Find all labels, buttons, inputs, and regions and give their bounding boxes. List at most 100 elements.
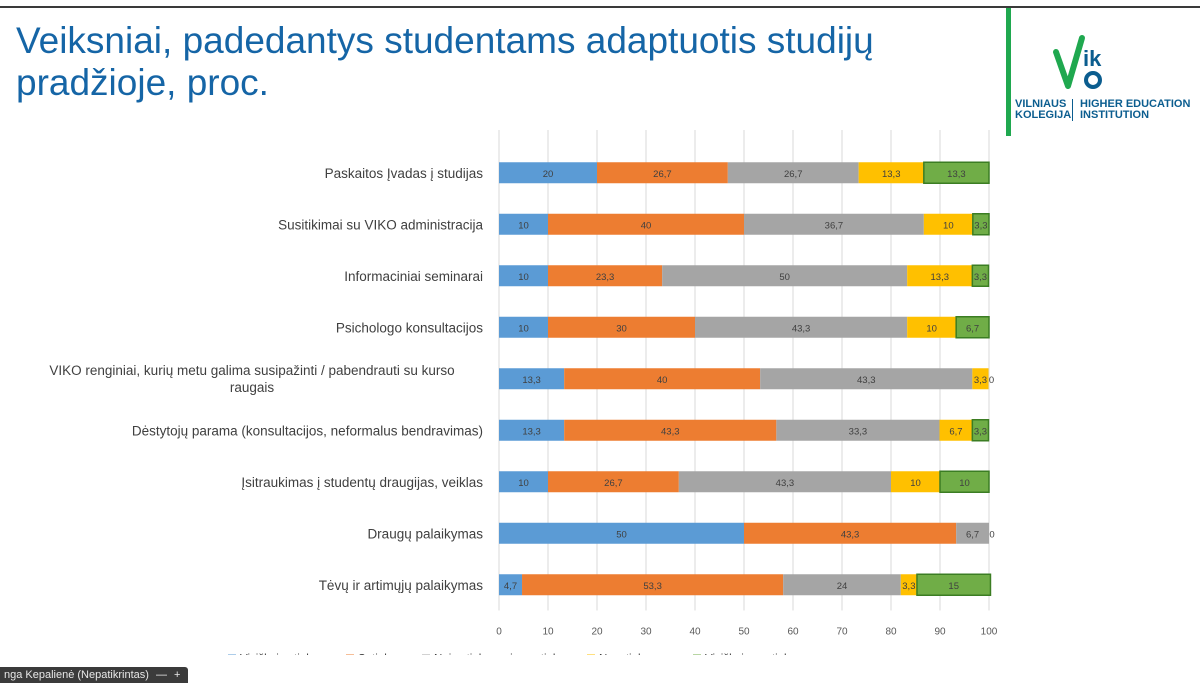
legend-label: Visiškai nesutinku <box>705 654 796 656</box>
data-label: 30 <box>616 323 627 334</box>
x-tick-label: 40 <box>689 627 701 638</box>
data-label: 3,3 <box>974 375 987 386</box>
logo-text-higher-education: HIGHER EDUCATION <box>1080 98 1191 110</box>
legend-swatch <box>587 654 595 655</box>
category-label: Paskaitos Įvadas į studijas <box>325 166 484 181</box>
data-label: 13,3 <box>947 169 966 180</box>
data-label: 10 <box>910 478 921 489</box>
data-label: 10 <box>518 220 529 231</box>
data-label: 13,3 <box>882 169 901 180</box>
bar-segment <box>744 522 957 544</box>
bar-segment <box>727 162 859 184</box>
bar-segment <box>499 574 523 596</box>
data-label: 36,7 <box>825 220 844 231</box>
category-label: Psichologo konsultacijos <box>336 320 483 335</box>
data-label: 0 <box>989 375 994 386</box>
x-tick-label: 10 <box>542 627 554 638</box>
bar-segment <box>564 419 777 441</box>
bar-segment <box>548 316 695 338</box>
bar-segment <box>564 368 761 390</box>
legend-label: Sutinku <box>358 654 396 656</box>
data-label: 3,3 <box>974 220 987 231</box>
category-label: VIKO renginiai, kurių metu galima susipa… <box>49 363 454 395</box>
category-label: Susitikimai su VIKO administracija <box>278 217 483 232</box>
data-label: 10 <box>926 323 937 334</box>
logo-text-vilniaus: VILNIAUS <box>1015 98 1067 110</box>
bar-segment <box>678 471 891 493</box>
bar-segment <box>971 264 990 287</box>
data-label: 6,7 <box>949 426 962 437</box>
x-tick-label: 0 <box>496 627 502 638</box>
category-label: Įsitraukimas į studentų draugijas, veikl… <box>241 475 483 490</box>
bar-segment <box>548 213 744 235</box>
data-label: 10 <box>518 272 529 283</box>
data-label: 40 <box>641 220 652 231</box>
bar-segment <box>939 419 973 441</box>
bar-segment <box>499 471 548 493</box>
data-label: 13,3 <box>931 272 950 283</box>
data-label: 50 <box>779 272 790 283</box>
legend-swatch <box>228 654 236 655</box>
top-border-line <box>0 6 1200 8</box>
data-label: 6,7 <box>966 323 979 334</box>
bar-segment <box>858 162 924 184</box>
slide-title: Veiksniai, padedantys studentams adaptuo… <box>16 20 874 103</box>
minus-icon[interactable]: — <box>155 669 167 681</box>
logo-separator <box>1072 99 1073 121</box>
data-label: 43,3 <box>841 529 860 540</box>
data-label: 4,7 <box>504 581 517 592</box>
category-label: Informaciniai seminarai <box>344 269 483 284</box>
bar-segment <box>907 316 957 338</box>
bar-segment <box>499 162 597 184</box>
data-label: 23,3 <box>596 272 615 283</box>
data-label: 10 <box>943 220 954 231</box>
bar-segment <box>955 316 990 339</box>
plus-icon[interactable]: + <box>174 669 181 681</box>
data-label: 6,7 <box>966 529 979 540</box>
data-label: 53,3 <box>643 581 662 592</box>
data-label: 26,7 <box>784 169 803 180</box>
data-label: 24 <box>837 581 848 592</box>
data-label: 15 <box>948 581 959 592</box>
x-tick-label: 30 <box>640 627 652 638</box>
x-tick-label: 100 <box>981 627 998 638</box>
data-label: 20 <box>543 169 554 180</box>
logo-text-institution: INSTITUTION <box>1080 109 1150 121</box>
bar-segment <box>499 213 548 235</box>
data-label: 10 <box>518 478 529 489</box>
bar-segment <box>499 522 744 544</box>
x-tick-label: 60 <box>787 627 799 638</box>
bar-segment <box>548 265 663 287</box>
category-label: Dėstytojų parama (konsultacijos, neforma… <box>132 423 483 438</box>
legend-swatch <box>346 654 354 655</box>
bar-segment <box>939 470 990 493</box>
data-label: 3,3 <box>974 426 987 437</box>
data-label: 0 <box>989 529 994 540</box>
data-label: 26,7 <box>653 169 672 180</box>
bar-segment <box>499 265 548 287</box>
bar-segment <box>499 368 565 390</box>
bar-segment <box>548 471 679 493</box>
bar-segment <box>923 161 990 184</box>
legend-swatch <box>693 654 701 655</box>
bar-segment <box>971 419 990 442</box>
bar-segment <box>499 316 548 338</box>
bar-segment <box>499 419 565 441</box>
legend-label: Nei sutinku, nei nesutinku <box>434 654 565 656</box>
viko-logo-icon: ik <box>1053 35 1102 89</box>
data-label: 43,3 <box>661 426 680 437</box>
bar-segment <box>522 574 784 596</box>
bar-segment <box>695 316 908 338</box>
bar-segment <box>783 574 901 596</box>
data-label: 3,3 <box>902 581 915 592</box>
logo-mark: ik <box>1083 46 1102 71</box>
data-label: 13,3 <box>522 375 541 386</box>
bar-segment <box>662 265 908 287</box>
data-label: 3,3 <box>974 272 987 283</box>
data-label: 43,3 <box>792 323 811 334</box>
bar-segment <box>923 213 973 235</box>
x-tick-label: 50 <box>738 627 750 638</box>
data-label: 50 <box>616 529 627 540</box>
bar-segment <box>972 368 989 390</box>
